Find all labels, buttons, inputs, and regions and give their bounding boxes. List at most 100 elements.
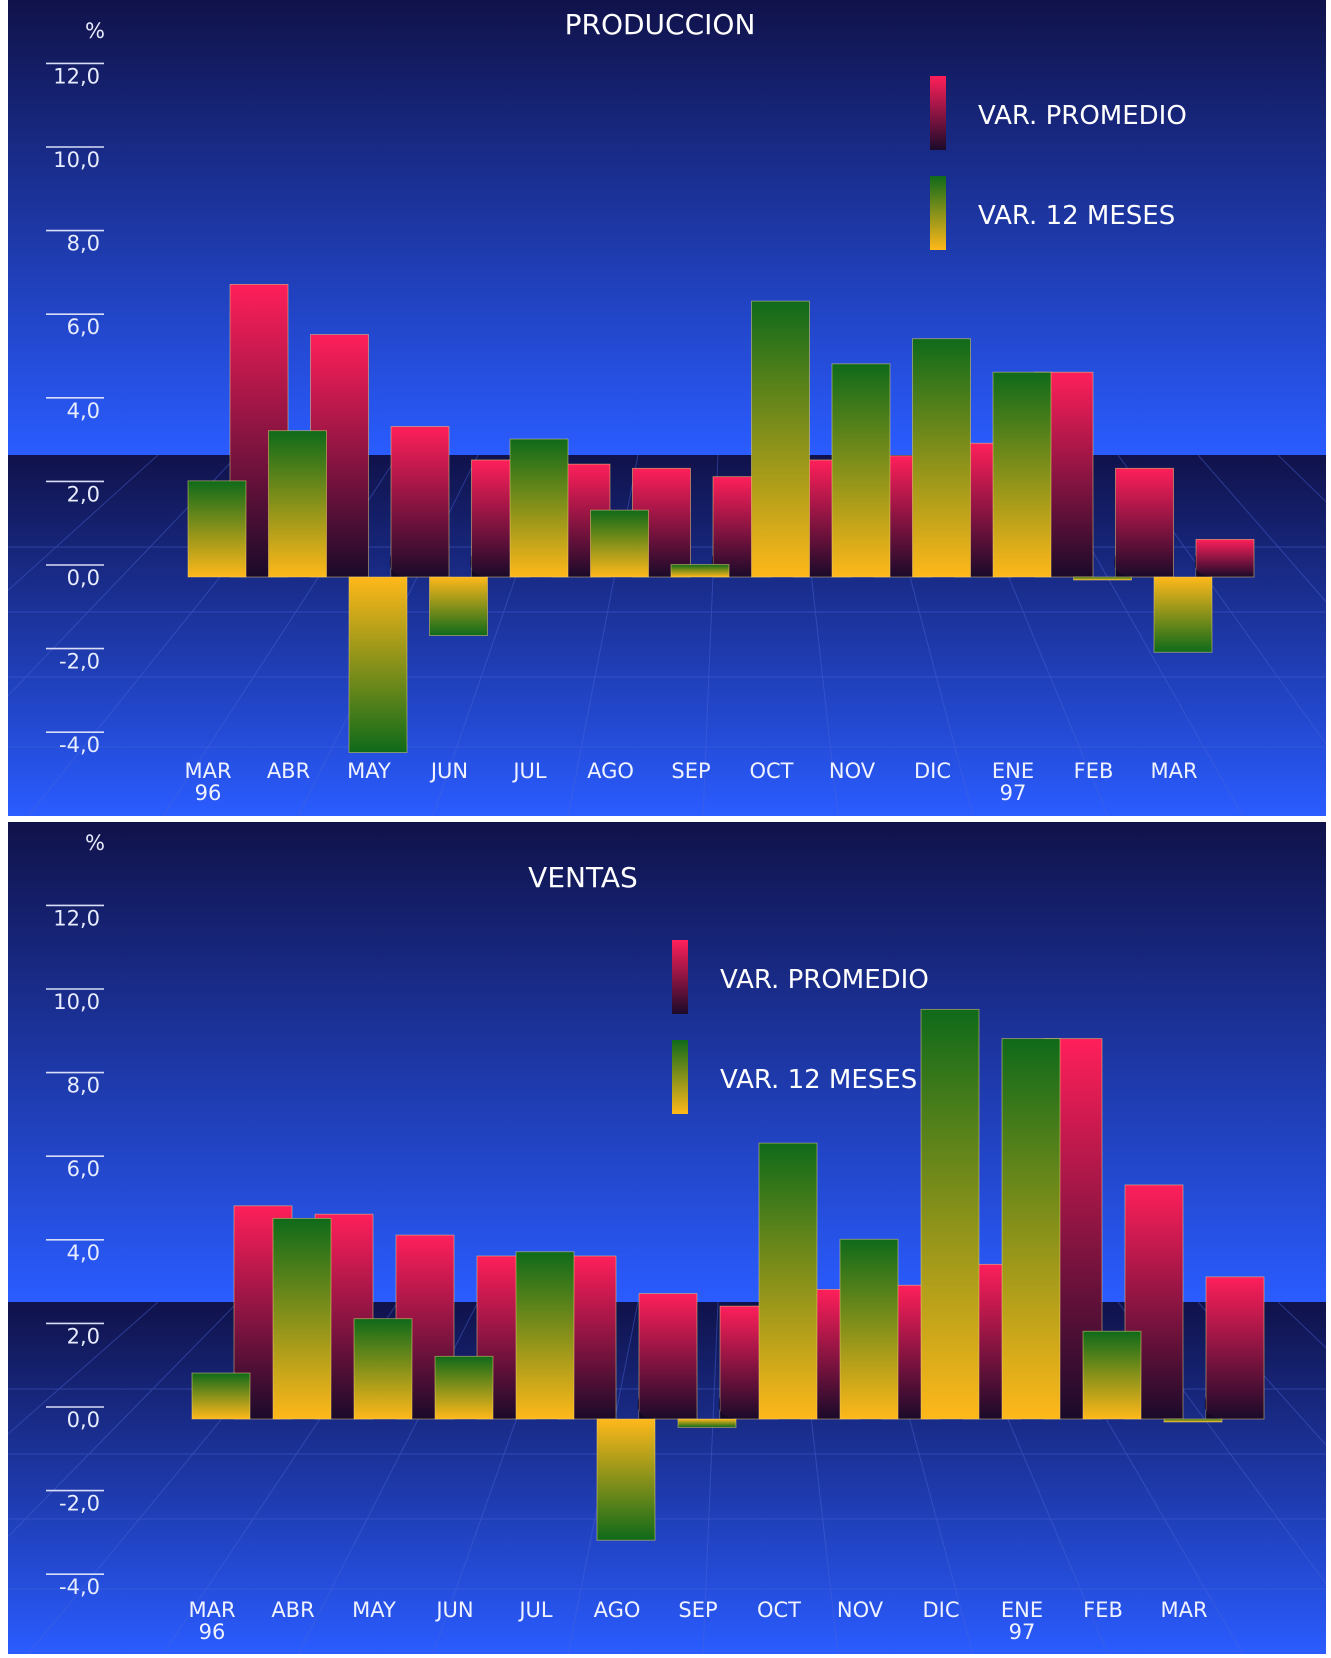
bar-var-12-meses — [1073, 576, 1132, 581]
y-tick-label: 0,0 — [67, 566, 100, 590]
x-tick-label: ENE — [1001, 1598, 1043, 1622]
x-tick-label: SEP — [671, 759, 710, 783]
bar-curl — [470, 555, 488, 577]
bar-var-promedio — [390, 426, 450, 578]
x-tick-label: 97 — [1009, 1620, 1036, 1644]
y-tick-label: 10,0 — [53, 990, 100, 1014]
x-tick-label: DIC — [914, 759, 951, 783]
bar-var-12-meses — [670, 564, 730, 578]
bar-var-12-meses — [992, 371, 1052, 578]
x-tick-label: MAR — [1150, 759, 1197, 783]
x-tick-label: DIC — [922, 1598, 959, 1622]
legend-swatch-var-promedio — [672, 940, 688, 1014]
bar-var-12-meses — [272, 1217, 332, 1420]
bar-var-12-meses — [268, 430, 327, 578]
x-tick-label: AGO — [594, 1598, 641, 1622]
bar-curl — [637, 1397, 655, 1419]
y-axis-unit: % — [85, 831, 105, 855]
bar-var-12-meses — [751, 300, 810, 578]
bar-var-12-meses — [590, 509, 649, 578]
legend-swatch-var-12-meses — [930, 176, 946, 250]
x-tick-label: 96 — [199, 1620, 226, 1644]
bar-var-12-meses — [509, 438, 569, 578]
bar-var-12-meses — [596, 1418, 656, 1541]
chart-title: PRODUCCION — [565, 8, 756, 41]
bar-var-12-meses — [758, 1142, 818, 1420]
bar-var-12-meses — [1163, 1418, 1223, 1423]
bars — [191, 1008, 1265, 1541]
x-tick-label: NOV — [829, 759, 876, 783]
bar-var-promedio — [1195, 538, 1255, 578]
bar-var-12-meses — [677, 1418, 737, 1428]
produccion-chart-panel: % 12,0 10,0 8,0 6,0 4,0 2,0 0,0 -2,0 -4,0 PRODUCCI… — [0, 0, 1331, 817]
bar-var-12-meses — [839, 1238, 899, 1420]
legend-label-var-promedio: VAR. PROMEDIO — [720, 965, 929, 995]
bar-var-12-meses — [1082, 1330, 1142, 1420]
y-tick-label: 6,0 — [67, 1157, 100, 1181]
x-tick-label: OCT — [757, 1598, 801, 1622]
ventas-chart-panel: % 12,0 10,0 8,0 6,0 4,0 2,0 0,0 -2,0 -4,0 VENTAS MA… — [0, 822, 1331, 1655]
x-tick-label: FEB — [1074, 759, 1114, 783]
chart-title: VENTAS — [528, 861, 638, 894]
legend-swatch-var-promedio — [930, 76, 946, 150]
bar-var-promedio — [638, 1293, 698, 1420]
legend-label-var-promedio: VAR. PROMEDIO — [978, 101, 1187, 131]
bar-var-12-meses — [187, 480, 247, 578]
y-tick-label: 4,0 — [67, 1241, 100, 1265]
bar-var-12-meses — [191, 1372, 251, 1420]
x-tick-label: AGO — [587, 759, 634, 783]
y-axis: % 12,0 10,0 8,0 6,0 4,0 2,0 0,0 -2,0 -4,0 — [46, 831, 105, 1599]
bar-curl — [389, 555, 407, 577]
y-axis: % 12,0 10,0 8,0 6,0 4,0 2,0 0,0 -2,0 -4,0 — [46, 19, 105, 757]
bar-var-promedio — [1205, 1276, 1265, 1420]
legend: VAR. PROMEDIO VAR. 12 MESES — [672, 940, 929, 1114]
x-tick-label: JUN — [434, 1598, 473, 1622]
legend: VAR. PROMEDIO VAR. 12 MESES — [930, 76, 1187, 250]
bar-curl — [718, 1397, 736, 1419]
y-tick-label: 8,0 — [67, 232, 100, 256]
bar-curl — [1204, 1397, 1222, 1419]
bars — [187, 283, 1255, 753]
y-tick-label: -2,0 — [59, 1492, 100, 1516]
x-tick-label: 97 — [1000, 781, 1027, 805]
y-tick-label: 2,0 — [67, 482, 100, 506]
y-tick-label: 12,0 — [53, 906, 100, 930]
bar-var-12-meses — [831, 363, 891, 578]
bar-var-12-meses — [348, 576, 408, 753]
x-tick-label: MAR — [1160, 1598, 1207, 1622]
y-tick-label: 2,0 — [67, 1324, 100, 1348]
x-tick-label: JUN — [429, 759, 468, 783]
bar-var-12-meses — [353, 1318, 413, 1420]
produccion-chart: % 12,0 10,0 8,0 6,0 4,0 2,0 0,0 -2,0 -4,0 PRODUCCI… — [0, 0, 1331, 817]
y-tick-label: 10,0 — [53, 148, 100, 172]
legend-label-var-12-meses: VAR. 12 MESES — [978, 201, 1175, 231]
y-tick-label: 6,0 — [67, 315, 100, 339]
bar-var-12-meses — [920, 1008, 980, 1420]
legend-label-var-12-meses: VAR. 12 MESES — [720, 1065, 917, 1095]
x-tick-label: JUL — [511, 759, 547, 783]
bar-var-12-meses — [429, 576, 488, 636]
y-tick-label: -2,0 — [59, 650, 100, 674]
bar-var-12-meses — [1153, 576, 1213, 653]
x-tick-label: 96 — [195, 781, 222, 805]
x-tick-label: NOV — [837, 1598, 884, 1622]
bar-curl — [1194, 555, 1212, 577]
ventas-chart: % 12,0 10,0 8,0 6,0 4,0 2,0 0,0 -2,0 -4,0 VENTAS MA… — [0, 822, 1331, 1655]
bar-var-12-meses — [434, 1355, 494, 1420]
x-tick-label: MAY — [347, 759, 391, 783]
x-tick-label: JUL — [517, 1598, 553, 1622]
y-tick-label: 8,0 — [67, 1074, 100, 1098]
x-tick-label: MAR — [188, 1598, 235, 1622]
x-tick-label: FEB — [1083, 1598, 1123, 1622]
bar-var-12-meses — [1001, 1038, 1061, 1420]
y-axis-unit: % — [85, 19, 105, 43]
bar-curl — [1114, 555, 1132, 577]
bar-var-12-meses — [515, 1251, 575, 1420]
bar-var-12-meses — [912, 338, 971, 578]
x-tick-label: ABR — [267, 759, 310, 783]
x-tick-label: MAY — [352, 1598, 396, 1622]
y-tick-label: 0,0 — [67, 1408, 100, 1432]
x-tick-label: SEP — [678, 1598, 717, 1622]
